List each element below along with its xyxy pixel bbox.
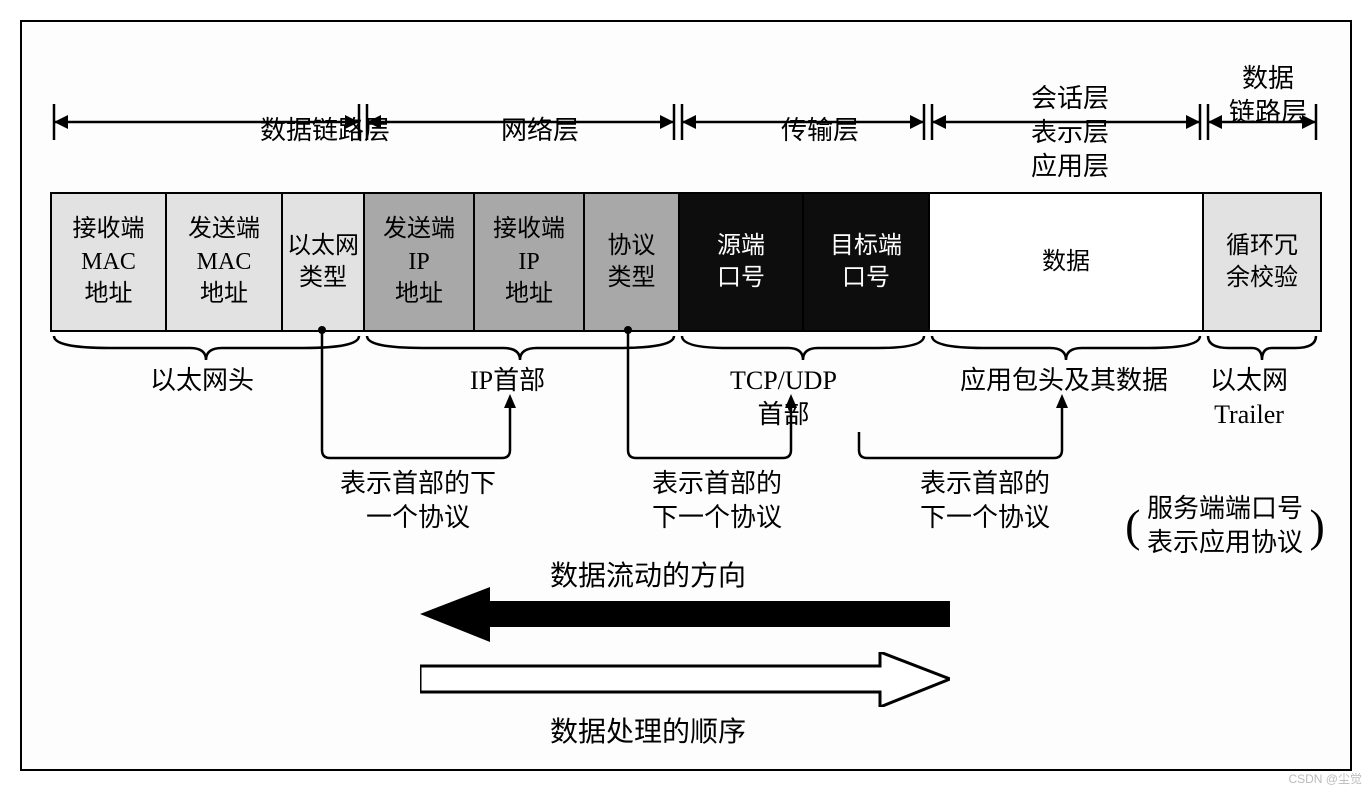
cell-src-port: 源端 口号 <box>680 194 804 330</box>
paren-left-icon: ( <box>1125 500 1140 551</box>
note-next-proto-2: 表示首部的 下一个协议 <box>652 467 782 535</box>
processing-order-label: 数据处理的顺序 <box>550 710 746 750</box>
bottom-area: 以太网头 IP首部 TCP/UDP 首部 应用包头及其数据 以太网 Traile… <box>50 332 1322 752</box>
span-arrow-5 <box>1204 102 1320 142</box>
pointer-arrow-3 <box>855 332 1070 462</box>
span-arrow-4 <box>928 102 1204 142</box>
paren-right-icon: ) <box>1310 500 1325 551</box>
span-arrow-3 <box>678 102 928 142</box>
cell-proto: 协议 类型 <box>585 194 680 330</box>
paren-note: ( 服务端端口号 表示应用协议 ) <box>1110 492 1340 560</box>
cell-dst-port: 目标端 口号 <box>804 194 930 330</box>
cell-src-mac: 发送端 MAC 地址 <box>167 194 283 330</box>
paren-text: 服务端端口号 表示应用协议 <box>1147 492 1303 560</box>
diagram-container: 数据链路层 网络层 传输层 会话层 表示层 应用层 数据 链路层 接收端 MAC… <box>20 20 1352 771</box>
pointer-arrow-1 <box>318 332 518 462</box>
span-arrow-2 <box>363 102 678 142</box>
cell-dst-ip: 接收端 IP 地址 <box>475 194 585 330</box>
cell-data: 数据 <box>930 194 1204 330</box>
layer-labels-row: 数据链路层 网络层 传输层 会话层 表示层 应用层 数据 链路层 <box>50 42 1322 192</box>
brace-label-eth-header: 以太网头 <box>150 364 254 398</box>
flow-direction-arrow-icon <box>420 587 950 642</box>
processing-order-arrow-icon <box>420 652 950 707</box>
note-next-proto-3: 表示首部的 下一个协议 <box>920 467 1050 535</box>
brace-5 <box>1204 334 1320 362</box>
cell-dst-mac: 接收端 MAC 地址 <box>52 194 167 330</box>
watermark: CSDN @尘觉 <box>1288 770 1362 787</box>
brace-label-eth-trailer: 以太网 Trailer <box>1210 364 1288 432</box>
cell-crc: 循环冗 余校验 <box>1204 194 1320 330</box>
cell-src-ip: 发送端 IP 地址 <box>365 194 475 330</box>
pointer-arrow-2 <box>624 332 799 462</box>
cell-ethertype: 以太网 类型 <box>283 194 365 330</box>
frame-row: 接收端 MAC 地址 发送端 MAC 地址 以太网 类型 发送端 IP 地址 接… <box>50 192 1322 332</box>
note-next-proto-1: 表示首部的下 一个协议 <box>340 467 496 535</box>
brace-1 <box>50 334 363 362</box>
span-arrow-1 <box>50 102 363 142</box>
